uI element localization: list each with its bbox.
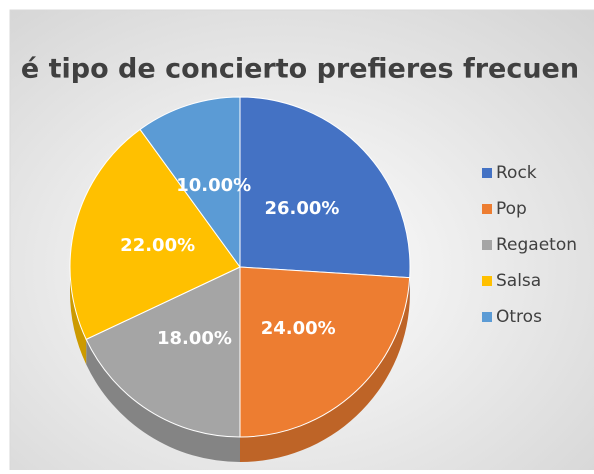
chart-title: é tipo de concierto prefieres frecuen xyxy=(21,54,579,85)
legend-swatch xyxy=(482,240,492,250)
pie: 26.00% 24.00% 18.00% 22.00% 10.00% xyxy=(70,97,410,462)
data-label: 18.00% xyxy=(157,328,232,349)
legend-swatch xyxy=(482,312,492,322)
data-label: 22.00% xyxy=(120,235,195,256)
legend-label: Rock xyxy=(496,163,537,183)
legend-swatch xyxy=(482,168,492,178)
legend-swatch xyxy=(482,204,492,214)
legend-label: Salsa xyxy=(496,271,541,291)
data-label: 24.00% xyxy=(261,318,336,339)
legend-swatch xyxy=(482,276,492,286)
legend-label: Otros xyxy=(496,307,542,327)
legend-label: Regaeton xyxy=(496,235,577,255)
data-label: 26.00% xyxy=(264,198,339,219)
data-label: 10.00% xyxy=(176,175,251,196)
legend-label: Pop xyxy=(496,199,527,219)
